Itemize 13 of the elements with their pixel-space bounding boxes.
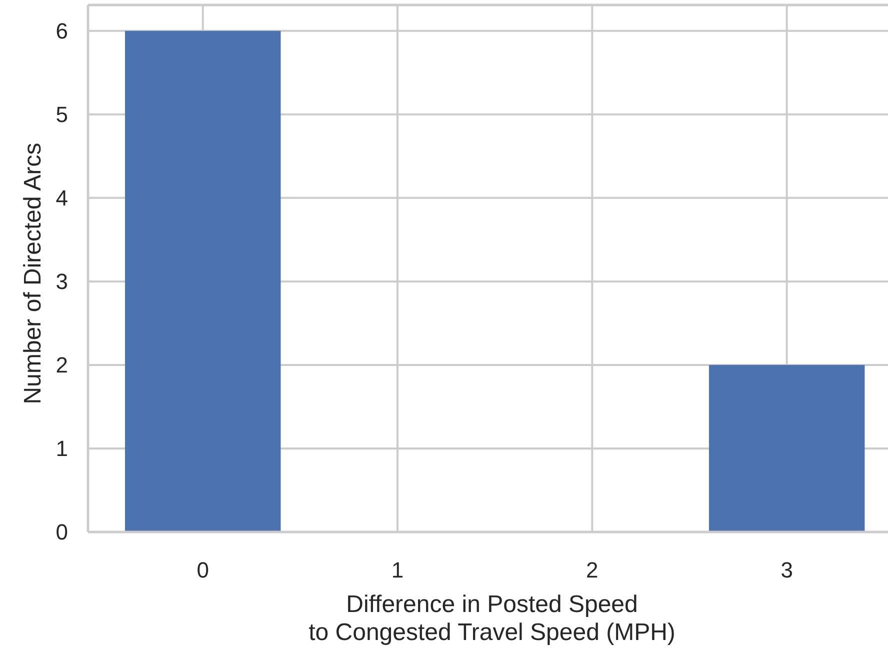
y-axis-title: Number of Directed Arcs [19,142,46,404]
y-tick-label: 4 [56,186,68,211]
x-tick-label: 0 [196,558,209,583]
y-tick-label: 1 [56,436,68,462]
x-axis-title: Difference in Posted Speed to Congested Travel Speed (MPH) [308,591,676,646]
y-tick-label: 3 [56,269,68,294]
y-tick-label: 0 [56,520,68,545]
y-tick-label: 6 [56,18,68,44]
x-tick-label: 1 [391,558,404,583]
y-tick-label: 2 [56,352,68,378]
y-tick-label: 5 [56,102,68,128]
x-tick-label: 3 [780,558,793,583]
x-tick-label: 2 [586,558,598,583]
